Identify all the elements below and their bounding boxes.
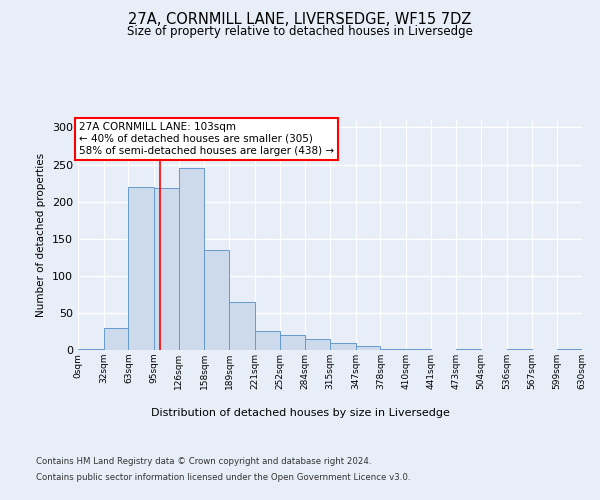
Bar — [179, 168, 205, 350]
Bar — [205, 250, 229, 350]
Text: 27A CORNMILL LANE: 103sqm
← 40% of detached houses are smaller (305)
58% of semi: 27A CORNMILL LANE: 103sqm ← 40% of detac… — [79, 122, 334, 156]
Bar — [305, 339, 330, 350]
Text: Contains public sector information licensed under the Open Government Licence v3: Contains public sector information licen… — [36, 472, 410, 482]
Bar — [128, 187, 154, 350]
Text: Contains HM Land Registry data © Crown copyright and database right 2024.: Contains HM Land Registry data © Crown c… — [36, 458, 371, 466]
Bar — [380, 348, 406, 350]
Text: Distribution of detached houses by size in Liversedge: Distribution of detached houses by size … — [151, 408, 449, 418]
Bar — [229, 302, 255, 350]
Bar — [280, 335, 305, 350]
Bar — [330, 342, 356, 350]
Text: Size of property relative to detached houses in Liversedge: Size of property relative to detached ho… — [127, 25, 473, 38]
Y-axis label: Number of detached properties: Number of detached properties — [37, 153, 46, 317]
Bar — [255, 332, 280, 350]
Bar — [154, 188, 179, 350]
Bar — [104, 328, 128, 350]
Text: 27A, CORNMILL LANE, LIVERSEDGE, WF15 7DZ: 27A, CORNMILL LANE, LIVERSEDGE, WF15 7DZ — [128, 12, 472, 28]
Bar — [356, 346, 380, 350]
